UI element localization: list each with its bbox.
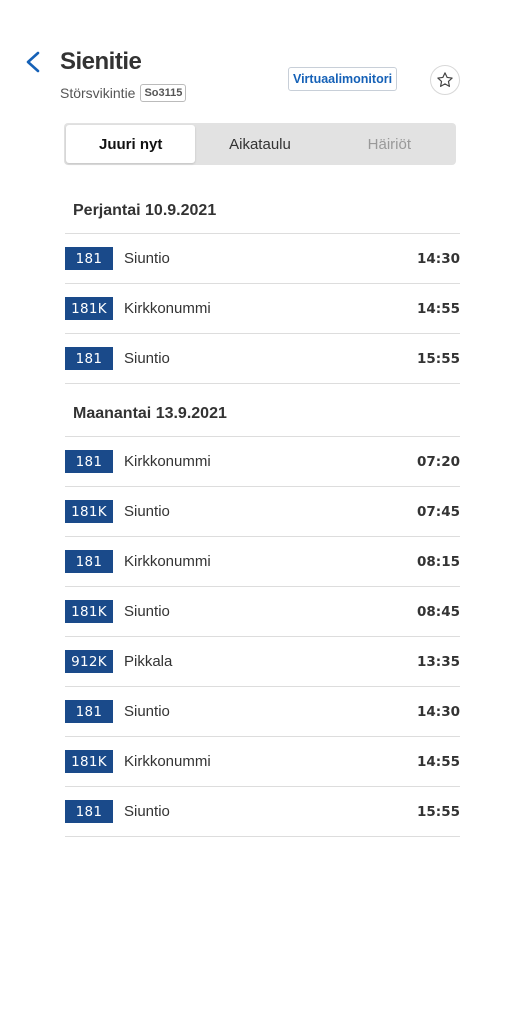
route-badge: 181 — [65, 800, 113, 823]
departure-time: 14:30 — [417, 703, 460, 720]
destination: Siuntio — [124, 250, 170, 267]
departure-row[interactable]: 181K Kirkkonummi 14:55 — [65, 284, 460, 334]
destination: Siuntio — [124, 703, 170, 720]
departure-row[interactable]: 181 Siuntio 14:30 — [65, 234, 460, 284]
route-badge: 181 — [65, 347, 113, 370]
tab-timetable[interactable]: Aikataulu — [229, 135, 291, 153]
destination: Kirkkonummi — [124, 453, 211, 470]
departure-list: Perjantai 10.9.2021 181 Siuntio 14:30 18… — [65, 188, 460, 837]
page-title: Sienitie — [60, 48, 142, 75]
departure-time: 07:45 — [417, 503, 460, 520]
destination: Siuntio — [124, 350, 170, 367]
departure-row[interactable]: 181K Siuntio 08:45 — [65, 587, 460, 637]
departure-time: 13:35 — [417, 653, 460, 670]
tab-disruptions[interactable]: Häiriöt — [367, 135, 411, 153]
virtual-monitor-button[interactable]: Virtuaalimonitori — [288, 67, 397, 91]
stop-subtitle: Störsvikintie So3115 — [60, 84, 187, 102]
date-header: Maanantai 13.9.2021 — [65, 384, 460, 437]
departure-time: 14:55 — [417, 753, 460, 770]
departure-row[interactable]: 181 Kirkkonummi 08:15 — [65, 537, 460, 587]
date-header: Perjantai 10.9.2021 — [65, 188, 460, 234]
departure-time: 15:55 — [417, 803, 460, 820]
destination: Kirkkonummi — [124, 753, 211, 770]
tab-bar: Juuri nyt Aikataulu Häiriöt — [64, 123, 456, 165]
departure-time: 15:55 — [417, 350, 460, 367]
departure-time: 08:45 — [417, 603, 460, 620]
departure-row[interactable]: 181K Kirkkonummi 14:55 — [65, 737, 460, 787]
route-badge: 181K — [65, 500, 113, 523]
departure-row[interactable]: 912K Pikkala 13:35 — [65, 637, 460, 687]
stop-code-badge: So3115 — [140, 84, 187, 102]
route-badge: 181K — [65, 750, 113, 773]
date-section: Maanantai 13.9.2021 181 Kirkkonummi 07:2… — [65, 384, 460, 837]
departure-row[interactable]: 181 Kirkkonummi 07:20 — [65, 437, 460, 487]
back-button[interactable] — [20, 48, 46, 76]
destination: Siuntio — [124, 503, 170, 520]
route-badge: 181 — [65, 700, 113, 723]
destination: Kirkkonummi — [124, 553, 211, 570]
departure-row[interactable]: 181 Siuntio 15:55 — [65, 334, 460, 384]
departure-row[interactable]: 181K Siuntio 07:45 — [65, 487, 460, 537]
destination: Kirkkonummi — [124, 300, 211, 317]
chevron-left-icon — [26, 51, 40, 73]
departure-row[interactable]: 181 Siuntio 15:55 — [65, 787, 460, 837]
departure-time: 14:55 — [417, 300, 460, 317]
star-icon — [437, 72, 453, 87]
route-badge: 181 — [65, 247, 113, 270]
departure-row[interactable]: 181 Siuntio 14:30 — [65, 687, 460, 737]
stop-street: Störsvikintie — [60, 85, 136, 101]
route-badge: 181K — [65, 297, 113, 320]
favourite-button[interactable] — [430, 65, 460, 95]
departure-time: 14:30 — [417, 250, 460, 267]
tab-now[interactable]: Juuri nyt — [66, 125, 196, 163]
route-badge: 912K — [65, 650, 113, 673]
destination: Siuntio — [124, 603, 170, 620]
route-badge: 181K — [65, 600, 113, 623]
departure-time: 08:15 — [417, 553, 460, 570]
route-badge: 181 — [65, 550, 113, 573]
destination: Siuntio — [124, 803, 170, 820]
date-section: Perjantai 10.9.2021 181 Siuntio 14:30 18… — [65, 188, 460, 384]
destination: Pikkala — [124, 653, 173, 670]
route-badge: 181 — [65, 450, 113, 473]
departure-time: 07:20 — [417, 453, 460, 470]
